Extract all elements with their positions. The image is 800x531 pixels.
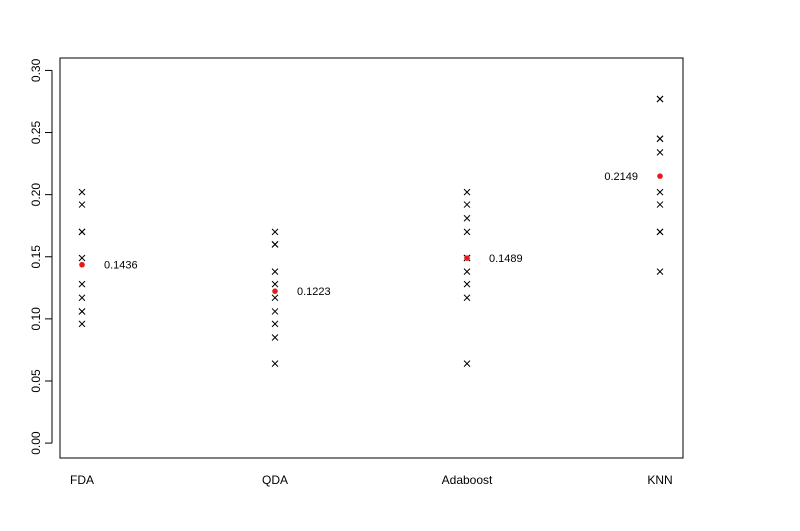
mean-label: 0.1489 <box>489 253 523 265</box>
y-tick-label: 0.15 <box>29 245 43 269</box>
data-point <box>656 188 664 196</box>
mean-point <box>272 288 278 294</box>
point-stroke <box>463 280 471 288</box>
point-stroke <box>271 280 279 288</box>
point-stroke <box>78 294 86 302</box>
data-point <box>78 308 86 315</box>
data-point <box>463 360 471 367</box>
data-point <box>656 201 664 208</box>
point-stroke <box>463 188 471 196</box>
data-point <box>656 228 664 236</box>
data-point <box>271 280 279 288</box>
x-axis: FDA QDA Adaboost KNN <box>70 473 673 487</box>
point-stroke <box>78 308 86 315</box>
point-stroke <box>271 294 279 302</box>
data-point <box>463 268 471 276</box>
mean-point <box>464 255 470 261</box>
point-stroke <box>656 135 664 143</box>
x-tick-label: QDA <box>262 473 288 487</box>
point-stroke <box>463 268 471 276</box>
data-point <box>656 95 664 103</box>
point-stroke <box>463 360 471 367</box>
y-tick-label: 0.25 <box>29 121 43 145</box>
y-axis: 0.00 0.05 0.10 0.15 0.20 0.25 0.30 <box>29 58 53 455</box>
data-point <box>271 268 279 276</box>
point-stroke <box>78 280 86 288</box>
data-point <box>463 188 471 196</box>
data-point <box>78 280 86 288</box>
mean-label: 0.1436 <box>104 260 138 272</box>
mean-point <box>657 173 663 179</box>
point-stroke <box>463 214 471 222</box>
point-stroke <box>271 268 279 276</box>
mean-markers: 0.1436 0.1223 0.1489 0.2149 <box>79 171 663 298</box>
point-stroke <box>78 320 86 328</box>
point-stroke <box>656 201 664 208</box>
data-point <box>463 228 471 236</box>
data-point <box>463 280 471 288</box>
data-point <box>271 294 279 302</box>
point-stroke <box>463 228 471 236</box>
point-stroke <box>656 149 664 156</box>
data-point <box>656 135 664 143</box>
x-tick-label: KNN <box>647 473 672 487</box>
point-stroke <box>656 268 664 276</box>
data-point <box>271 334 279 341</box>
point-stroke <box>656 188 664 196</box>
y-tick-label: 0.30 <box>29 58 43 82</box>
data-point <box>78 254 86 262</box>
data-point <box>78 201 86 208</box>
data-point <box>78 320 86 328</box>
y-tick-label: 0.00 <box>29 431 43 455</box>
data-points <box>78 95 664 367</box>
point-stroke <box>271 360 279 367</box>
data-point <box>656 268 664 276</box>
y-tick-label: 0.05 <box>29 369 43 393</box>
point-stroke <box>78 228 86 236</box>
point-stroke <box>271 308 279 315</box>
data-point <box>271 320 279 328</box>
data-point <box>271 360 279 367</box>
data-point <box>463 201 471 208</box>
data-point <box>463 294 471 302</box>
x-tick-label: Adaboost <box>442 473 493 487</box>
point-stroke <box>78 188 86 196</box>
x-tick-label: FDA <box>70 473 94 487</box>
data-point <box>463 214 471 222</box>
mean-label: 0.2149 <box>604 171 638 183</box>
mean-point <box>79 261 85 268</box>
point-stroke <box>78 254 86 262</box>
data-point <box>271 308 279 315</box>
data-point <box>656 149 664 156</box>
data-point <box>271 228 279 236</box>
plot-frame <box>59 57 684 459</box>
point-stroke <box>656 228 664 236</box>
point-stroke <box>656 95 664 103</box>
data-point <box>271 240 279 248</box>
mean-label: 0.1223 <box>297 286 331 298</box>
y-tick-label: 0.10 <box>29 307 43 331</box>
data-point <box>78 188 86 196</box>
point-stroke <box>463 294 471 302</box>
point-stroke <box>463 201 471 208</box>
data-point <box>78 228 86 236</box>
point-stroke <box>271 320 279 328</box>
data-point <box>78 294 86 302</box>
point-stroke <box>78 201 86 208</box>
point-stroke <box>271 228 279 236</box>
point-stroke <box>271 334 279 341</box>
point-stroke <box>271 240 279 248</box>
y-tick-label: 0.20 <box>29 183 43 207</box>
